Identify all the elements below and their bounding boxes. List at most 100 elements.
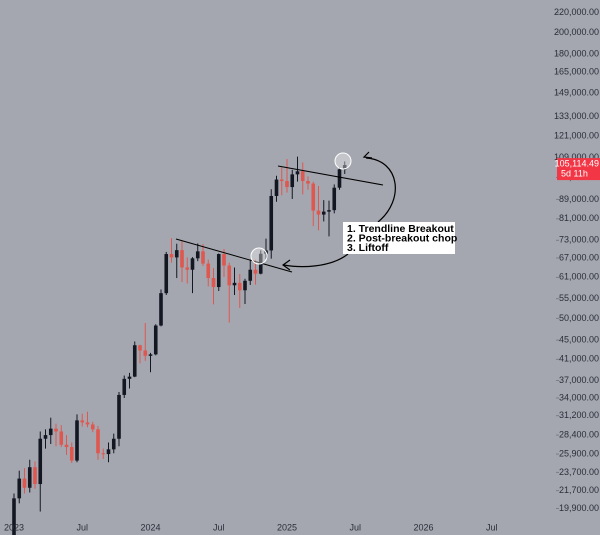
y-tick-label: 37,000.00 — [559, 375, 599, 385]
candle-body — [300, 171, 305, 182]
arrow — [365, 157, 396, 223]
candle-body — [295, 171, 300, 175]
candle-body — [101, 453, 106, 455]
x-tick-label: 2025 — [277, 522, 297, 532]
y-tick-label: 149,000.00 — [554, 87, 599, 97]
candle-body — [122, 378, 127, 395]
candle-body — [190, 258, 195, 270]
x-tick-label: Jul — [213, 522, 225, 532]
candle-body — [138, 345, 142, 351]
annotation-box — [343, 222, 455, 254]
highlight-circle — [250, 247, 268, 265]
annotation: 1. Trendline Breakout — [347, 223, 454, 235]
candle-body — [111, 438, 116, 450]
candle-body — [180, 250, 184, 268]
x-tick-label: Jul — [486, 522, 498, 532]
candle-body — [274, 179, 279, 196]
candle-body — [127, 376, 132, 379]
y-tick-label: 28,400.00 — [559, 429, 599, 439]
y-tick-label: 41,000.00 — [559, 354, 599, 364]
countdown-label: 5d 11h — [561, 168, 588, 178]
candle-body — [148, 354, 153, 356]
candle-body — [342, 165, 347, 170]
candle-body — [54, 428, 58, 432]
candle-body — [211, 278, 216, 288]
trendline — [277, 165, 384, 186]
y-tick-label: 23,700.00 — [559, 467, 599, 477]
candle-body — [33, 467, 37, 485]
highlight-circle — [334, 152, 352, 170]
last-price-label: 105,114.49 — [555, 158, 599, 168]
candle-body — [253, 269, 258, 274]
candle-body — [285, 181, 289, 188]
x-tick-label: Jul — [349, 522, 361, 532]
candle-body — [69, 447, 74, 461]
candle-body — [216, 254, 221, 288]
candle-body — [117, 394, 121, 439]
y-tick-label: 109,000.00 — [554, 152, 599, 162]
candle-body — [143, 350, 148, 356]
y-tick-label: 73,000.00 — [559, 235, 599, 245]
candle-body — [43, 435, 48, 439]
candle-body — [132, 345, 137, 377]
candle-body — [106, 449, 111, 455]
candle-body — [174, 250, 179, 258]
y-tick-label: 45,000.00 — [559, 334, 599, 344]
candle-body — [169, 254, 174, 258]
y-tick-label: 61,000.00 — [559, 272, 599, 282]
axes: 19,900.00 21,700.00 23,700.00 25,900.00 28,4… — [4, 7, 600, 532]
y-tick-label: 121,000.00 — [554, 130, 599, 140]
x-tick-label: Jul — [76, 522, 88, 532]
candle-body — [90, 424, 95, 430]
candle-body — [38, 438, 43, 485]
y-tick-label: 200,000.00 — [554, 27, 599, 37]
candle-body — [22, 478, 27, 488]
candle-body — [48, 428, 53, 436]
candle-body — [159, 293, 163, 326]
candle-body — [27, 467, 32, 488]
y-tick-label: 165,000.00 — [554, 66, 599, 76]
candle-body — [17, 478, 22, 499]
plot — [12, 156, 347, 535]
x-tick-label: 2024 — [140, 522, 160, 532]
arrow-head — [362, 151, 373, 159]
candle-body — [222, 254, 226, 266]
y-tick-label: 220,000.00 — [554, 7, 599, 17]
candle-body — [248, 269, 253, 281]
candle-body — [316, 210, 321, 215]
candle-body — [332, 187, 337, 211]
y-tick-label: 180,000.00 — [554, 49, 599, 59]
candle-body — [279, 179, 284, 182]
last-price-tag — [557, 158, 600, 181]
candle-body — [164, 254, 169, 294]
y-tick-label: 31,200.00 — [559, 410, 599, 420]
trendline — [175, 238, 293, 273]
candle-body — [12, 498, 16, 535]
candle-body — [75, 420, 79, 461]
y-tick-label: 81,000.00 — [559, 213, 599, 223]
candle-body — [337, 169, 342, 188]
candle-body — [311, 183, 316, 211]
candle-body — [96, 429, 100, 454]
candle-body — [64, 444, 69, 448]
annotation: 2. Post-breakout chop — [347, 232, 457, 244]
candle-body — [85, 422, 90, 425]
candle-body — [232, 282, 237, 286]
annotation: 3. Liftoff — [347, 242, 389, 254]
y-tick-label: 19,900.00 — [559, 503, 599, 513]
y-tick-label: 25,900.00 — [559, 448, 599, 458]
candle-body — [243, 280, 247, 291]
x-tick-label: 2023 — [4, 522, 24, 532]
candle-body — [321, 211, 326, 215]
candle-body — [206, 263, 211, 279]
candle-body — [80, 420, 85, 423]
candle-body — [195, 251, 200, 259]
y-tick-label: 34,000.00 — [559, 392, 599, 402]
candle-body — [153, 325, 158, 355]
arrow — [283, 253, 349, 268]
candle-body — [237, 282, 242, 291]
arrow-head — [281, 259, 291, 271]
candle-body — [59, 431, 64, 445]
